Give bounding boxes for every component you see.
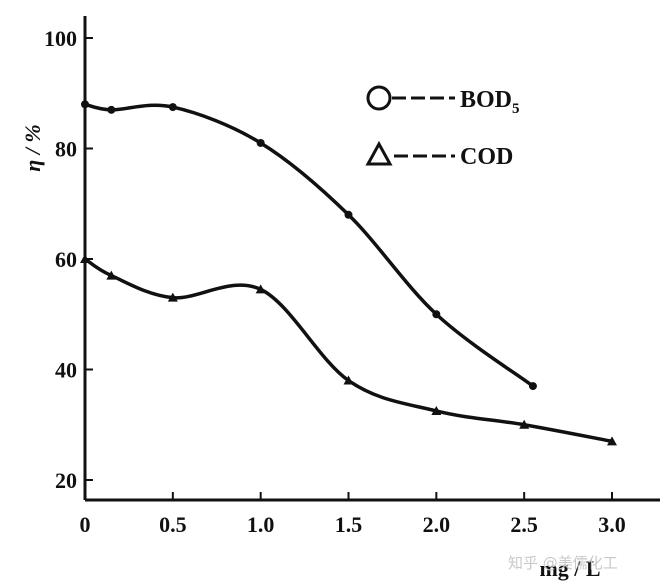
x-tick-label: 2.5 — [510, 512, 538, 537]
data-point-circle — [344, 210, 353, 219]
data-point-circle — [168, 103, 177, 112]
data-point-circle — [528, 382, 537, 391]
data-point-circle — [256, 138, 265, 147]
series-bod5 — [81, 100, 537, 391]
x-tick-label: 1.5 — [335, 512, 363, 537]
data-point-triangle — [607, 436, 617, 446]
data-point-circle — [107, 105, 116, 114]
data-point-circle — [81, 100, 89, 109]
legend-label-cod: COD — [460, 144, 513, 170]
x-tick-labels: 0 0.5 1.0 1.5 2.0 2.5 3.0 — [80, 492, 626, 537]
y-tick-label: 100 — [44, 26, 77, 51]
data-point-triangle — [343, 375, 354, 385]
y-tick-label: 60 — [55, 247, 77, 272]
x-tick-label: 3.0 — [598, 512, 626, 537]
y-tick-label: 20 — [55, 468, 77, 493]
data-point-triangle — [80, 254, 90, 263]
watermark: 知乎 @美儒化工 — [508, 554, 618, 572]
x-tick-label: 2.0 — [423, 512, 451, 537]
y-axis-label: η / % — [20, 124, 45, 172]
series-cod — [80, 254, 617, 446]
series-line — [84, 257, 613, 444]
y-tick-labels: 20 40 60 80 100 — [44, 26, 93, 493]
legend-circle-marker — [366, 85, 392, 111]
legend: BOD5 COD — [365, 85, 520, 170]
data-point-triangle — [519, 419, 530, 429]
data-point-triangle — [106, 270, 117, 280]
y-tick-label: 40 — [55, 358, 77, 383]
data-point-triangle — [167, 292, 178, 302]
x-axis-label: mg / L — [539, 556, 600, 581]
legend-label-bod: BOD5 — [460, 87, 520, 117]
y-tick-label: 80 — [55, 137, 77, 162]
x-tick-label: 1.0 — [247, 512, 275, 537]
data-point-triangle — [255, 284, 266, 294]
x-tick-label: 0.5 — [159, 512, 187, 537]
data-point-triangle — [431, 405, 442, 415]
legend-triangle-marker — [365, 140, 393, 166]
data-point-circle — [432, 310, 441, 319]
x-tick-label: 0 — [80, 512, 91, 537]
